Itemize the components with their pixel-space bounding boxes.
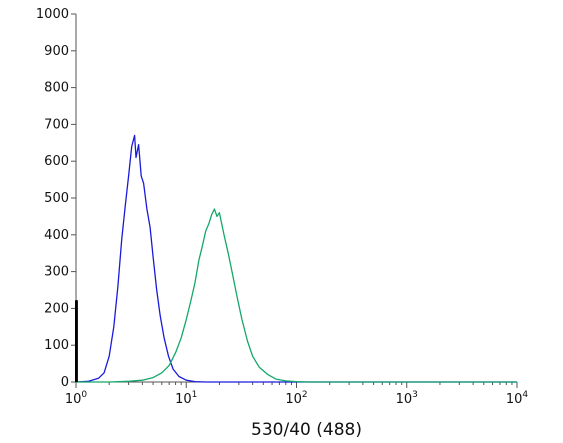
y-tick-label: 900 (44, 44, 69, 59)
series-line-2 (76, 208, 517, 383)
y-tick-label: 600 (44, 154, 69, 169)
x-tick-label: 102 (285, 390, 307, 407)
y-tick-label: 400 (44, 228, 69, 243)
y-tick-label: 300 (44, 265, 69, 280)
x-tick-label: 104 (506, 390, 529, 407)
series-line-3 (75, 300, 78, 382)
x-tick-label: 101 (175, 390, 197, 407)
y-tick-label: 0 (61, 375, 69, 390)
y-tick-label: 700 (44, 117, 69, 132)
y-tick-label: 100 (44, 338, 69, 353)
series-layer (75, 134, 517, 383)
x-tick-label: 103 (396, 390, 418, 407)
x-axis-title: 530/40 (488) (251, 420, 362, 440)
y-tick-label: 1000 (36, 7, 69, 22)
y-tick-label: 200 (44, 301, 69, 316)
y-tick-label: 800 (44, 81, 69, 96)
y-tick-label: 500 (44, 191, 69, 206)
x-tick-label: 100 (65, 390, 88, 407)
series-line-1 (75, 134, 517, 383)
